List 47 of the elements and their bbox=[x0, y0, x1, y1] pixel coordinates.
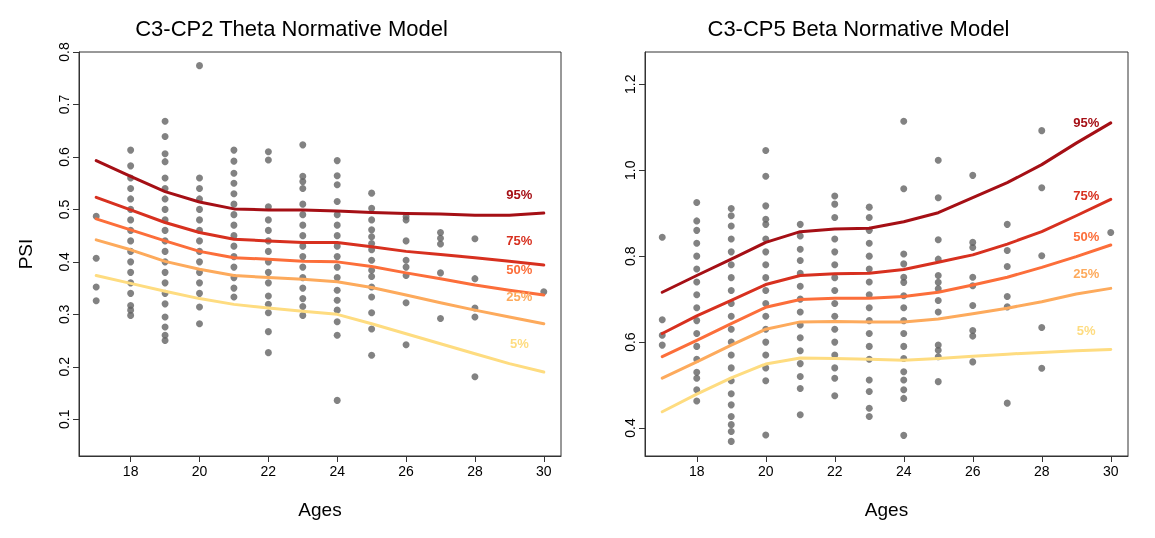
series-label: 5% bbox=[509, 335, 530, 351]
y-tick-label: 1.0 bbox=[622, 160, 638, 180]
series-label: 5% bbox=[1076, 322, 1097, 338]
x-tick-label: 24 bbox=[895, 463, 912, 479]
x-tick-label: 28 bbox=[1033, 463, 1050, 479]
x-tick-label: 22 bbox=[826, 463, 843, 479]
chart-title: C3-CP2 Theta Normative Model bbox=[135, 15, 448, 41]
y-tick-label: 0.8 bbox=[56, 42, 72, 62]
y-tick-label: 0.5 bbox=[56, 199, 72, 220]
series-label: 75% bbox=[506, 233, 533, 249]
x-tick-label: 22 bbox=[260, 463, 277, 479]
x-axis-title: Ages bbox=[864, 499, 909, 520]
x-tick-label: 20 bbox=[757, 463, 774, 479]
x-tick-label: 18 bbox=[122, 463, 139, 479]
x-tick-label: 30 bbox=[1102, 463, 1119, 479]
line-series bbox=[94, 238, 546, 326]
line-series bbox=[660, 347, 1113, 414]
x-tick-label: 20 bbox=[191, 463, 208, 479]
y-tick-label: 0.6 bbox=[56, 146, 72, 167]
line-series bbox=[94, 274, 546, 374]
series-label: 95% bbox=[1073, 115, 1100, 131]
x-tick-label: 24 bbox=[329, 463, 346, 479]
y-tick-label: 1.2 bbox=[622, 74, 638, 94]
y-axis-title: PSI bbox=[15, 238, 36, 270]
y-tick-label: 0.4 bbox=[56, 251, 72, 272]
series-label: 50% bbox=[506, 262, 533, 278]
series-label: 95% bbox=[506, 187, 533, 203]
x-tick-label: 28 bbox=[467, 463, 483, 479]
x-tick-label: 18 bbox=[688, 463, 705, 479]
y-tick-label: 0.6 bbox=[622, 332, 638, 352]
y-tick-label: 0.2 bbox=[56, 356, 72, 377]
line-series bbox=[660, 286, 1113, 380]
x-tick-label: 30 bbox=[536, 463, 552, 479]
x-tick-label: 26 bbox=[398, 463, 415, 479]
line-series bbox=[660, 243, 1113, 359]
x-tick-label: 26 bbox=[964, 463, 981, 479]
y-tick-label: 0.7 bbox=[56, 94, 72, 115]
series-label: 25% bbox=[506, 288, 533, 304]
chart-title: C3-CP5 Beta Normative Model bbox=[707, 15, 1010, 41]
series-label: 75% bbox=[1073, 187, 1100, 203]
x-axis-title: Ages bbox=[298, 499, 342, 520]
y-tick-label: 0.1 bbox=[56, 409, 72, 430]
y-tick-label: 0.3 bbox=[56, 304, 72, 325]
y-tick-label: 0.4 bbox=[622, 418, 638, 438]
series-label: 50% bbox=[1073, 228, 1100, 244]
y-tick-label: 0.8 bbox=[622, 246, 638, 266]
series-label: 25% bbox=[1073, 265, 1100, 281]
